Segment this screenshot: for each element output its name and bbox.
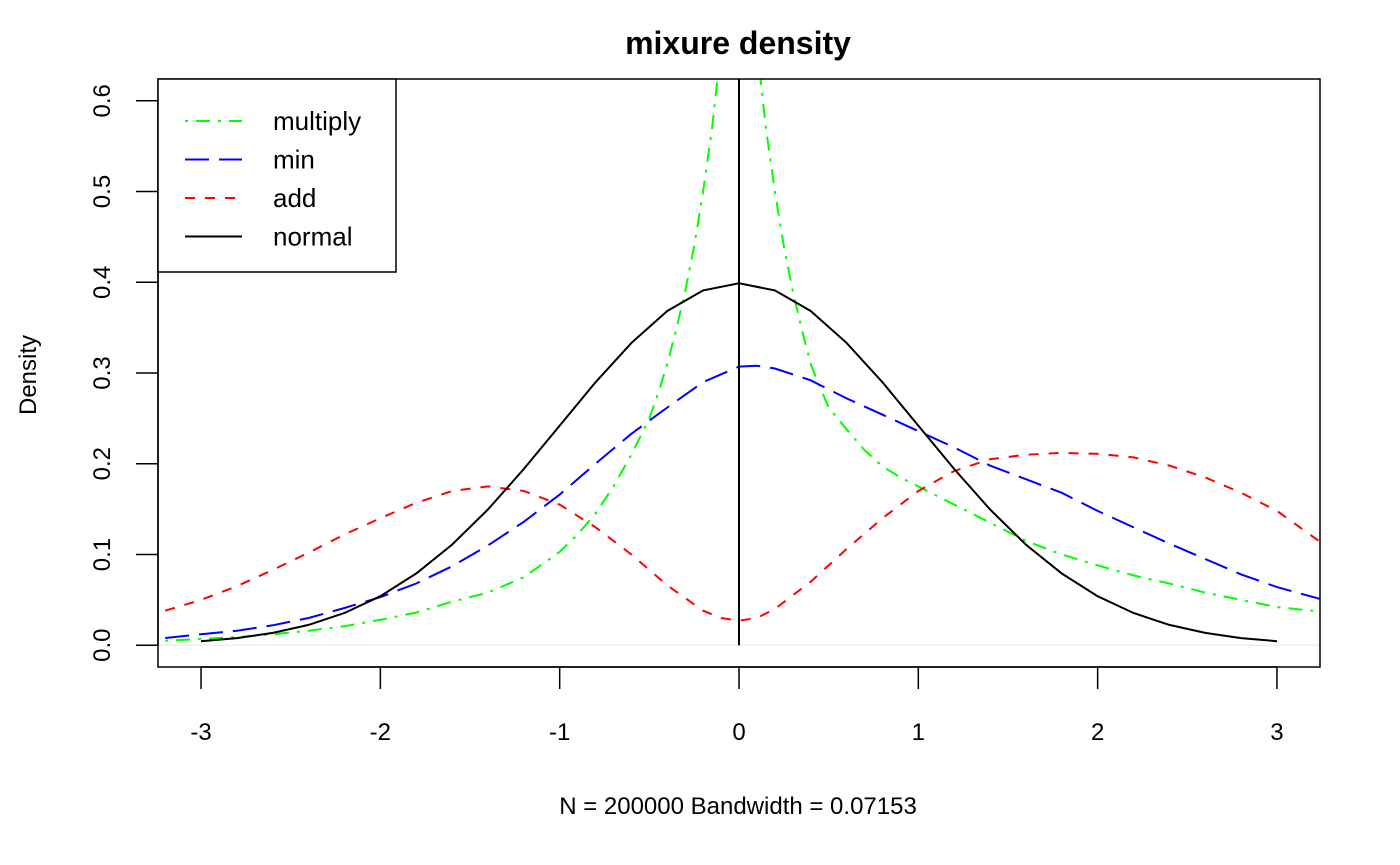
y-tick-label: 0.6 xyxy=(89,84,116,117)
y-tick-label: 0.1 xyxy=(89,538,116,571)
y-tick-label: 0.4 xyxy=(89,266,116,299)
legend-box xyxy=(157,78,397,273)
y-axis: 0.0 0.1 0.2 0.3 0.4 0.5 0.6 xyxy=(89,84,159,662)
x-tick-label: 1 xyxy=(912,719,925,746)
x-tick-label: 2 xyxy=(1091,719,1104,746)
x-tick-label: -2 xyxy=(370,719,391,746)
legend-label-min: min xyxy=(273,145,315,175)
y-axis-label: Density xyxy=(15,335,42,415)
legend-label-normal: normal xyxy=(273,222,352,252)
series-line-add xyxy=(164,451,1320,622)
x-tick-label: -1 xyxy=(549,719,570,746)
x-tick-label: 3 xyxy=(1270,719,1283,746)
legend-label-add: add xyxy=(273,183,316,213)
series-line-min xyxy=(165,364,1320,639)
y-tick-label: 0.2 xyxy=(89,447,116,480)
x-axis-label: N = 200000 Bandwidth = 0.07153 xyxy=(559,793,917,820)
x-tick-label: -3 xyxy=(190,719,211,746)
chart-title: mixure density xyxy=(625,25,851,61)
x-tick-label: 0 xyxy=(732,719,745,746)
series-line-multiply xyxy=(165,79,1320,642)
y-tick-label: 0.5 xyxy=(89,175,116,208)
x-axis: -3 -2 -1 0 1 2 3 xyxy=(190,666,1284,746)
y-tick-label: 0.3 xyxy=(89,356,116,389)
legend: multiply min add normal xyxy=(157,78,397,273)
y-tick-label: 0.0 xyxy=(89,629,116,662)
legend-label-multiply: multiply xyxy=(273,106,361,136)
